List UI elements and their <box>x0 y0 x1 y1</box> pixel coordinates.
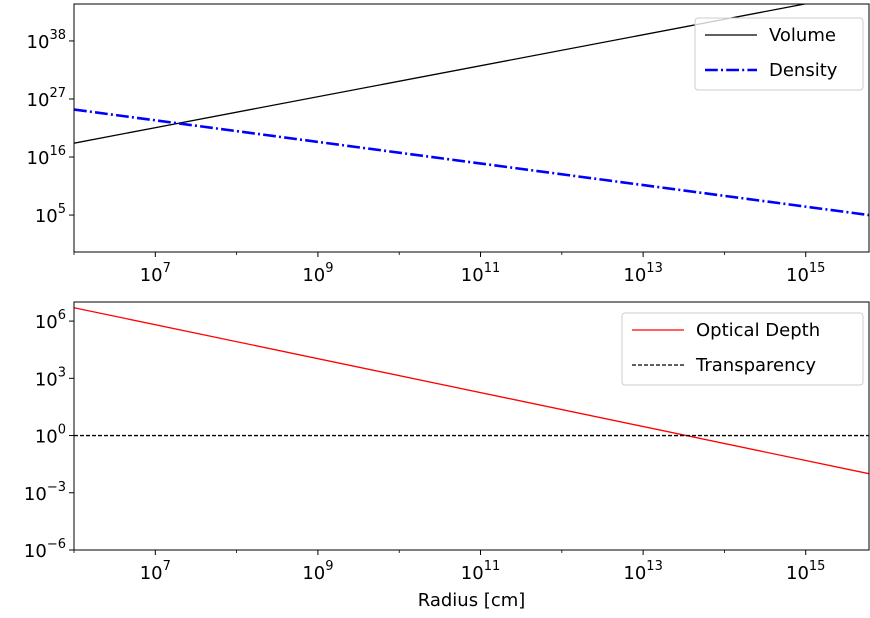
legend-box <box>694 17 864 91</box>
y-tick-label: 106 <box>35 308 66 333</box>
series-line-density <box>74 108 869 217</box>
x-tick-label: 107 <box>140 261 171 286</box>
y-tick-label: 105 <box>35 202 66 227</box>
y-tick-label: 1016 <box>27 144 66 169</box>
y-tick-label: 10−3 <box>24 480 66 505</box>
series-line-volume <box>74 4 809 144</box>
legend-box <box>621 312 864 386</box>
x-tick-label: 107 <box>140 559 171 584</box>
y-tick-label: 103 <box>35 365 66 390</box>
plot-area <box>74 4 869 217</box>
y-tick-label: 1038 <box>27 28 66 53</box>
y-tick-label: 1027 <box>27 86 66 111</box>
y-tick-label: 10−6 <box>24 537 66 562</box>
chart-panel-1: 107 109 1011 1013 1015 1038 1027 1016 105 Volume D… <box>27 3 870 286</box>
axes-frame <box>73 301 870 551</box>
x-tick-label: 1011 <box>461 559 500 584</box>
legend: Optical Depth Transparency <box>621 312 864 386</box>
series-line-optical-depth <box>74 307 869 475</box>
axes-frame <box>73 3 870 253</box>
legend-label: Transparency <box>695 355 816 376</box>
legend-label: Density <box>769 60 838 81</box>
x-tick-label: 1015 <box>786 261 825 286</box>
x-axis-label: Radius [cm] <box>418 590 526 611</box>
x-tick-label: 1013 <box>623 559 662 584</box>
plot-area <box>74 307 869 475</box>
legend: Volume Density <box>694 17 864 91</box>
y-tick-label: 100 <box>35 423 66 448</box>
legend-label: Optical Depth <box>696 320 820 341</box>
legend-label: Volume <box>769 25 836 46</box>
x-tick-label: 109 <box>302 559 333 584</box>
x-tick-label: 1015 <box>786 559 825 584</box>
x-tick-label: 1013 <box>623 261 662 286</box>
x-tick-label: 1011 <box>461 261 500 286</box>
x-tick-label: 109 <box>302 261 333 286</box>
chart-panel-2: 107 109 1011 1013 1015 106 103 100 10−3 10−6 Radiu… <box>24 301 870 611</box>
